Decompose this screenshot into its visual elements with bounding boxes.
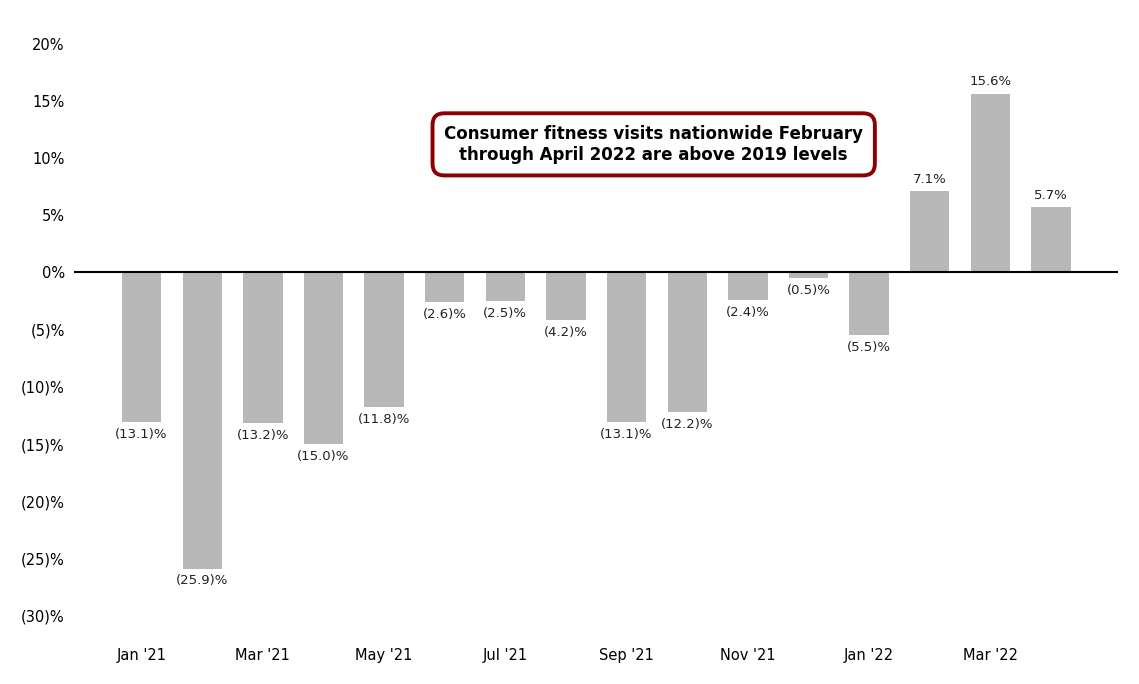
- Text: (25.9)%: (25.9)%: [177, 575, 229, 588]
- Text: (11.8)%: (11.8)%: [358, 413, 410, 426]
- Text: 15.6%: 15.6%: [969, 75, 1011, 88]
- Bar: [364, 272, 404, 408]
- Text: (2.6)%: (2.6)%: [423, 308, 467, 321]
- Bar: [850, 272, 888, 335]
- Bar: [607, 272, 646, 422]
- Bar: [304, 272, 343, 444]
- Text: Consumer fitness visits nationwide February
through April 2022 are above 2019 le: Consumer fitness visits nationwide Febru…: [444, 125, 863, 163]
- Text: (13.2)%: (13.2)%: [237, 429, 289, 442]
- Text: 5.7%: 5.7%: [1034, 189, 1068, 202]
- Bar: [182, 272, 222, 568]
- Text: (12.2)%: (12.2)%: [661, 418, 713, 431]
- Text: (15.0)%: (15.0)%: [297, 449, 350, 463]
- Bar: [910, 192, 950, 272]
- Bar: [547, 272, 585, 321]
- Bar: [122, 272, 162, 422]
- Text: (4.2)%: (4.2)%: [544, 326, 588, 339]
- Bar: [789, 272, 828, 278]
- Text: (2.5)%: (2.5)%: [483, 306, 527, 319]
- Bar: [425, 272, 465, 302]
- Bar: [667, 272, 707, 412]
- Bar: [970, 94, 1010, 272]
- Text: 7.1%: 7.1%: [912, 172, 947, 185]
- Bar: [243, 272, 282, 423]
- Text: (13.1)%: (13.1)%: [600, 428, 653, 441]
- Bar: [485, 272, 525, 301]
- Bar: [728, 272, 768, 300]
- Text: (13.1)%: (13.1)%: [115, 428, 167, 441]
- Text: (0.5)%: (0.5)%: [787, 284, 830, 297]
- Bar: [1031, 207, 1071, 272]
- Text: (2.4)%: (2.4)%: [726, 306, 770, 319]
- Text: (5.5)%: (5.5)%: [847, 341, 891, 354]
